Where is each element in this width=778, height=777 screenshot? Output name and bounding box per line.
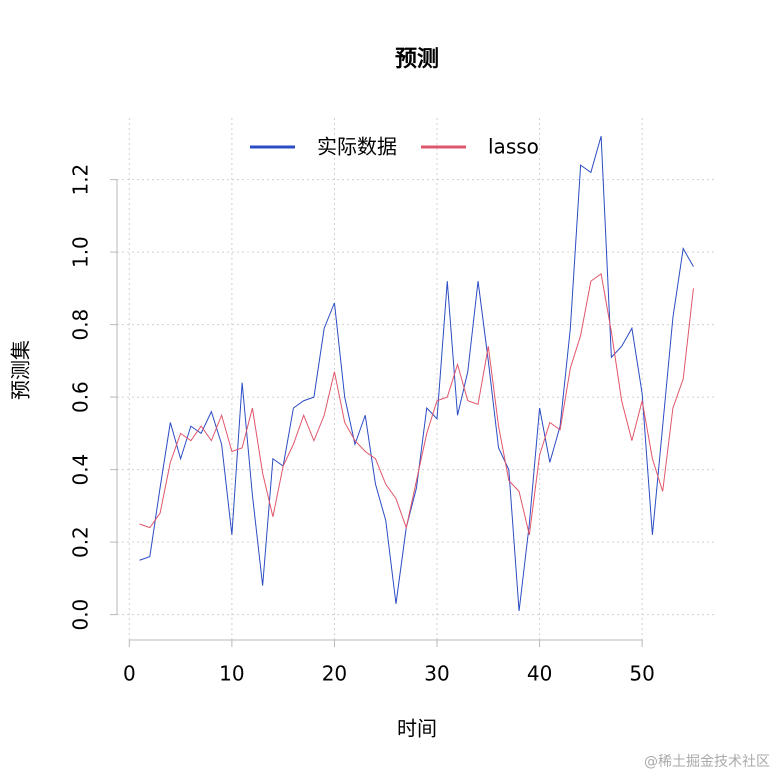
watermark: @稀土掘金技术社区 [644, 754, 770, 770]
x-tick-label: 50 [629, 662, 654, 686]
chart-title: 预测 [395, 47, 439, 72]
y-tick-label: 0.4 [69, 454, 93, 486]
x-tick-label: 30 [424, 662, 449, 686]
y-axis-label: 预测集 [9, 340, 33, 400]
x-tick-label: 40 [527, 662, 552, 686]
legend-label: 实际数据 [317, 135, 397, 159]
y-tick-label: 1.0 [69, 236, 93, 268]
y-tick-label: 0.6 [69, 381, 93, 413]
x-tick-label: 0 [123, 662, 136, 686]
x-axis-label: 时间 [397, 717, 437, 741]
y-tick-label: 1.2 [69, 164, 93, 196]
series-line [139, 135, 694, 612]
x-tick-label: 10 [219, 662, 244, 686]
y-tick-label: 0.8 [69, 309, 93, 341]
y-tick-label: 0.0 [69, 599, 93, 631]
series-line [139, 273, 694, 535]
x-tick-label: 20 [322, 662, 347, 686]
y-tick-label: 0.2 [69, 526, 93, 558]
legend-label: lasso [488, 135, 539, 159]
